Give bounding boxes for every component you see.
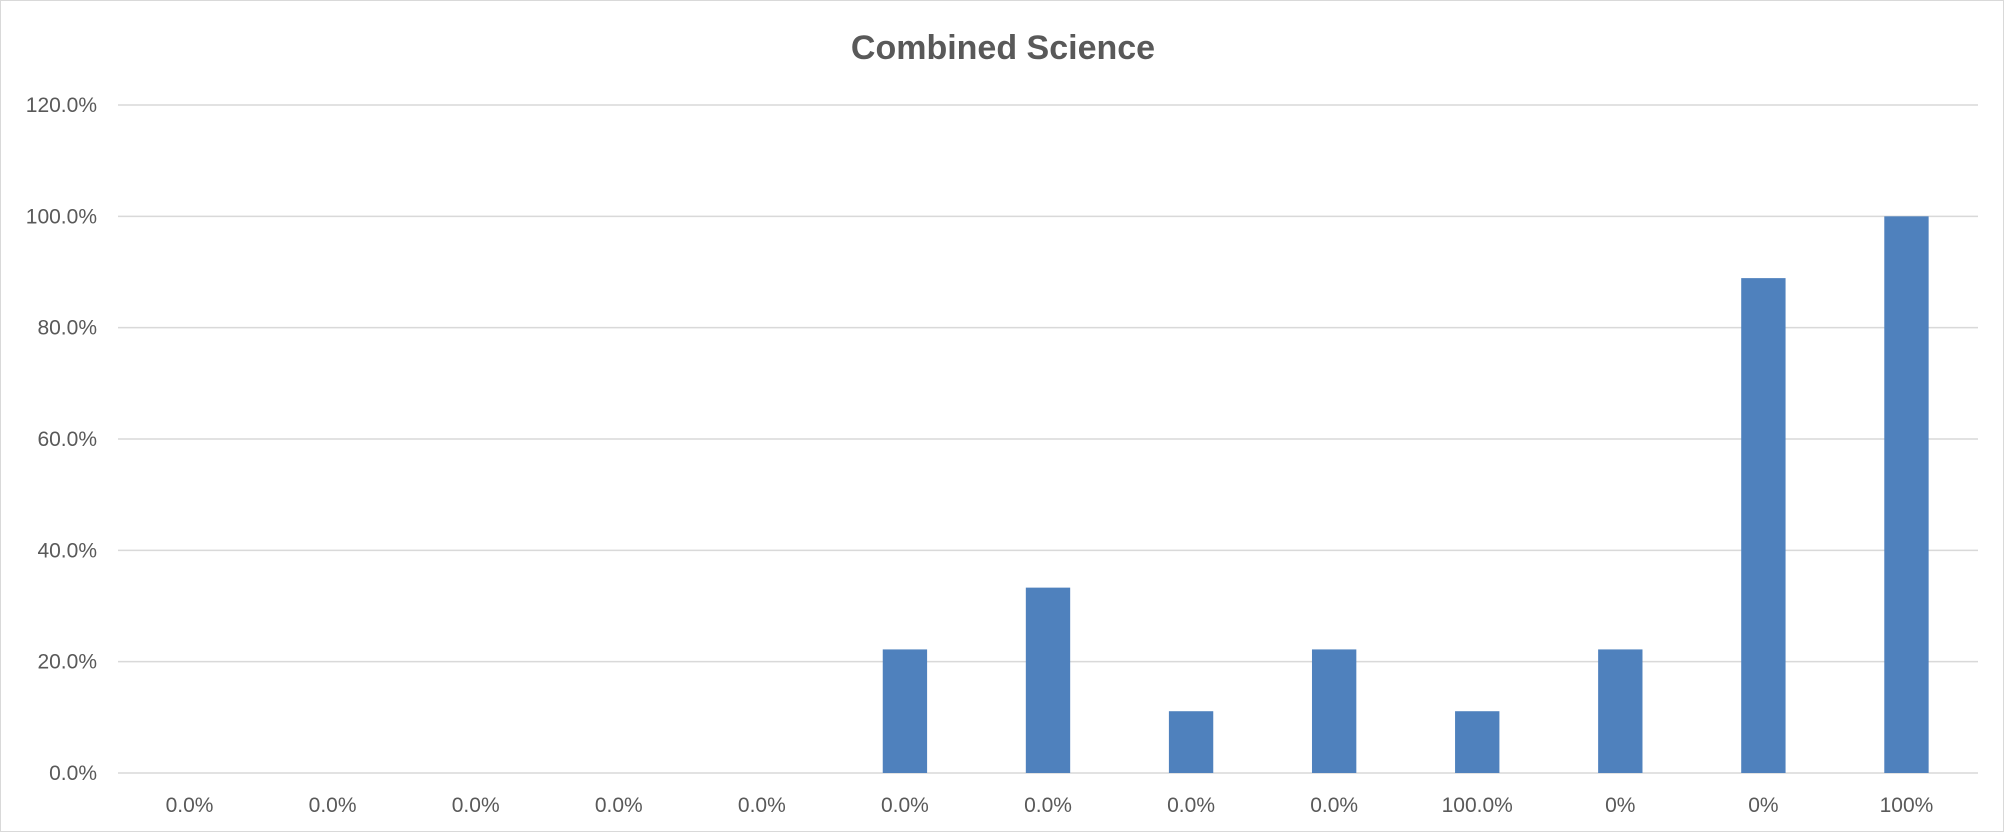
x-tick-label: 0.0%: [309, 794, 357, 817]
bar: [1598, 649, 1643, 773]
y-tick-label: 60.0%: [37, 428, 97, 451]
bar: [1884, 216, 1929, 774]
x-tick-label: 0.0%: [738, 794, 786, 817]
bars: [882, 216, 1929, 774]
x-tick-label: 0.0%: [1024, 794, 1072, 817]
bar: [1168, 711, 1214, 773]
x-axis-ticks: 0.0% 0.0% 0.0% 0.0% 0.0% 0.0% 0.0% 0.0% 0.0% 100.…: [166, 794, 1934, 817]
x-tick-label: 0.0%: [595, 794, 643, 817]
x-tick-label: 0.0%: [1167, 794, 1215, 817]
y-axis-ticks: 0.0% 20.0% 40.0% 60.0% 80.0% 100.0% 120.0%: [26, 94, 97, 785]
bar: [1455, 711, 1500, 773]
y-tick-label: 120.0%: [26, 94, 97, 117]
bar: [1025, 587, 1071, 773]
y-tick-label: 40.0%: [37, 539, 97, 562]
y-tick-label: 0.0%: [49, 762, 97, 785]
x-tick-label: 0.0%: [881, 794, 929, 817]
chart-title: Combined Science: [850, 29, 1156, 67]
x-tick-label: 100.0%: [1442, 794, 1513, 817]
y-tick-label: 80.0%: [37, 317, 97, 340]
x-tick-label: 0%: [1605, 794, 1635, 817]
x-tick-label: 0.0%: [166, 794, 214, 817]
bar: [1741, 278, 1786, 773]
x-tick-label: 0%: [1748, 794, 1778, 817]
bar: [1311, 649, 1357, 773]
x-tick-label: 100%: [1880, 794, 1934, 817]
bar: [882, 649, 928, 773]
x-tick-label: 0.0%: [452, 794, 500, 817]
y-tick-label: 20.0%: [37, 651, 97, 674]
x-tick-label: 0.0%: [1310, 794, 1358, 817]
y-tick-label: 100.0%: [26, 205, 97, 228]
